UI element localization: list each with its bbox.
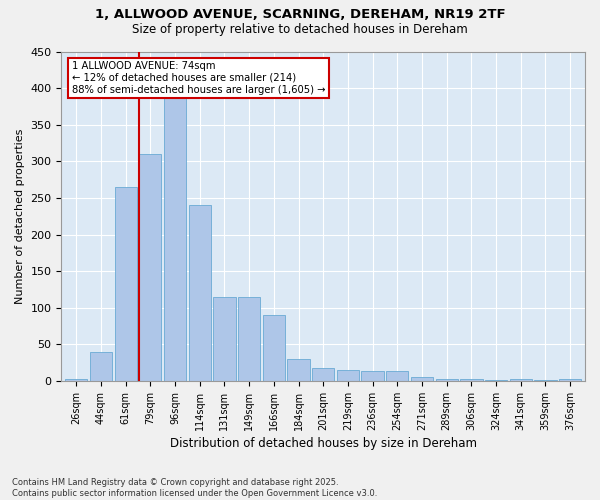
- Bar: [361, 372, 384, 381]
- Bar: [238, 297, 260, 381]
- Bar: [287, 359, 310, 381]
- Bar: [139, 154, 161, 381]
- Text: 1, ALLWOOD AVENUE, SCARNING, DEREHAM, NR19 2TF: 1, ALLWOOD AVENUE, SCARNING, DEREHAM, NR…: [95, 8, 505, 20]
- Bar: [188, 205, 211, 381]
- Text: Contains HM Land Registry data © Crown copyright and database right 2025.
Contai: Contains HM Land Registry data © Crown c…: [12, 478, 377, 498]
- Bar: [559, 379, 581, 381]
- Bar: [509, 379, 532, 381]
- Bar: [263, 315, 285, 381]
- Bar: [411, 378, 433, 381]
- X-axis label: Distribution of detached houses by size in Dereham: Distribution of detached houses by size …: [170, 437, 477, 450]
- Bar: [460, 379, 482, 381]
- Bar: [164, 96, 186, 381]
- Bar: [65, 379, 88, 381]
- Bar: [115, 187, 137, 381]
- Y-axis label: Number of detached properties: Number of detached properties: [15, 128, 25, 304]
- Bar: [386, 372, 409, 381]
- Text: Size of property relative to detached houses in Dereham: Size of property relative to detached ho…: [132, 22, 468, 36]
- Bar: [485, 380, 507, 381]
- Bar: [535, 380, 557, 381]
- Bar: [213, 297, 236, 381]
- Bar: [337, 370, 359, 381]
- Bar: [436, 379, 458, 381]
- Bar: [90, 352, 112, 381]
- Text: 1 ALLWOOD AVENUE: 74sqm
← 12% of detached houses are smaller (214)
88% of semi-d: 1 ALLWOOD AVENUE: 74sqm ← 12% of detache…: [72, 62, 325, 94]
- Bar: [312, 368, 334, 381]
